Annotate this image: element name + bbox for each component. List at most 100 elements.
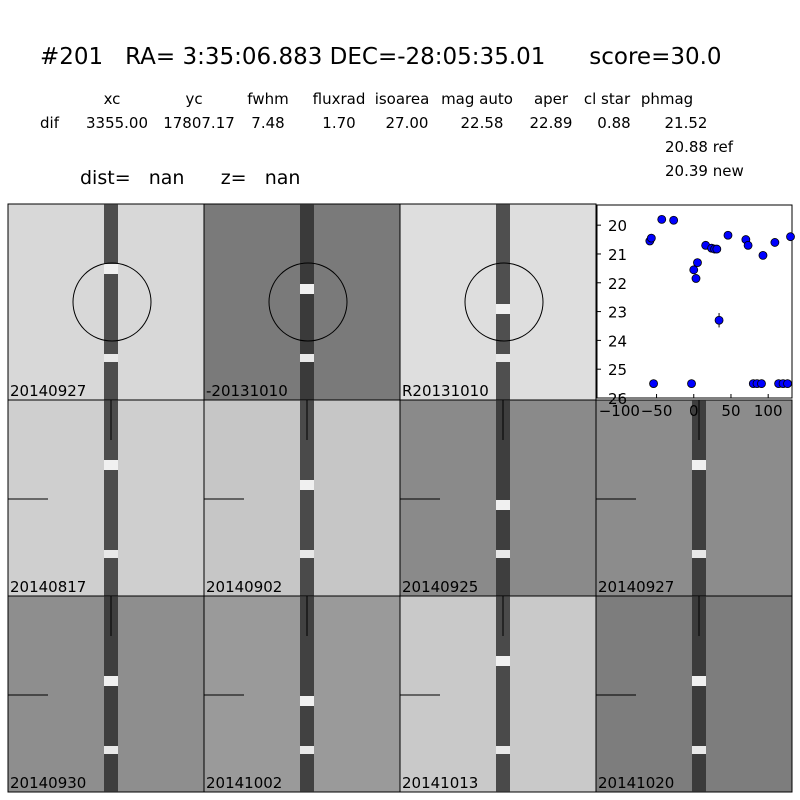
source-stripe [692,596,706,792]
point [783,379,792,388]
source-stripe [104,596,118,792]
panel-label: 20140927 [10,382,86,400]
y-tick-label: 24 [608,332,627,350]
row-value: 27.00 [386,114,429,132]
source-stripe [496,204,510,400]
source-gap [692,550,706,558]
aperture-circle [268,262,348,342]
row-label: dif [40,114,60,132]
source-gap [692,746,706,754]
source-gap [300,696,314,706]
row-value: 17807.17 [163,114,235,132]
panel-label: 20140817 [10,578,86,596]
y-tick-label: 23 [608,304,627,322]
y-tick-label: 26 [608,390,627,408]
y-tick-label: 20 [608,217,627,235]
scatter-plot: 20 21 22 23 24 25 26−100 −50 0 50 100 [596,204,795,420]
source-gap [692,676,706,686]
aperture-circle [464,262,544,342]
source-gap [300,480,314,490]
source-gap [104,676,118,686]
panels: 20140927 -20131010 R20131010 20140817 201409… [7,203,793,793]
panel-label: 20141002 [206,774,282,792]
source-stripe [496,400,510,596]
point [657,215,667,224]
x-tick-label: 0 [689,402,699,420]
source-gap [104,550,118,558]
source-gap [300,746,314,754]
point [649,379,658,388]
source-stripe [300,596,314,792]
source-gap [104,264,118,274]
dist-text: dist= nan z= nan [80,167,300,189]
source-gap [496,550,510,558]
point [693,258,702,268]
source-stripe [104,400,118,596]
source-stripe [104,204,118,400]
ref-mag: 20.88 ref [665,138,734,156]
row-value: 21.52 [665,114,708,132]
x-tick-label: 50 [721,402,740,420]
source-gap [496,354,510,362]
column-header: yc [185,90,202,108]
plot-area [596,204,793,399]
row-value: 22.89 [530,114,573,132]
source-gap [496,304,510,314]
source-gap [496,500,510,510]
source-gap [104,354,118,362]
row-value: 22.58 [461,114,504,132]
y-tick-label: 21 [608,246,627,264]
source-gap [692,460,706,470]
panel-label: 20141020 [598,774,674,792]
row-value: 3355.00 [86,114,148,132]
point [723,230,733,240]
point [669,215,679,225]
column-header: xc [104,90,121,108]
point [757,379,766,388]
source-gap [300,284,314,294]
row-value: 1.70 [322,114,355,132]
column-header: fwhm [247,90,288,108]
column-header: mag auto [441,90,513,108]
panel-label: 20141013 [402,774,478,792]
panel-label: 20140902 [206,578,282,596]
title: #201 RA= 3:35:06.883 DEC=-28:05:35.01 sc… [40,44,722,70]
point [689,265,699,275]
source-gap [300,354,314,362]
point [646,233,656,243]
point [770,238,780,247]
panel-label: 20140927 [598,578,674,596]
y-tick-label: 25 [608,361,627,379]
source-gap [496,746,510,754]
point [786,232,795,242]
column-header: cl star [584,90,631,108]
row-value: 7.48 [251,114,284,132]
column-header: phmag [641,90,693,108]
source-stripe [496,596,510,792]
point [714,315,724,325]
source-stripe [692,400,706,596]
panel-label: 20140930 [10,774,86,792]
point [712,244,722,254]
source-stripe [300,204,314,400]
x-tick-label: −50 [641,402,673,420]
source-gap [300,550,314,558]
source-gap [496,656,510,666]
source-gap [104,460,118,470]
panel-label: 20140925 [402,578,478,596]
row-value: 0.88 [597,114,630,132]
column-header: fluxrad [313,90,366,108]
point [691,274,701,283]
source-stripe [300,400,314,596]
x-tick-label: 100 [754,402,783,420]
y-tick-label: 22 [608,275,627,293]
panel-label: R20131010 [402,382,489,400]
panel-label: -20131010 [206,382,288,400]
source-gap [104,746,118,754]
new-mag: 20.39 new [665,162,744,180]
point [687,379,696,388]
x-tick-label: −100 [599,402,640,420]
column-header: isoarea [375,90,430,108]
